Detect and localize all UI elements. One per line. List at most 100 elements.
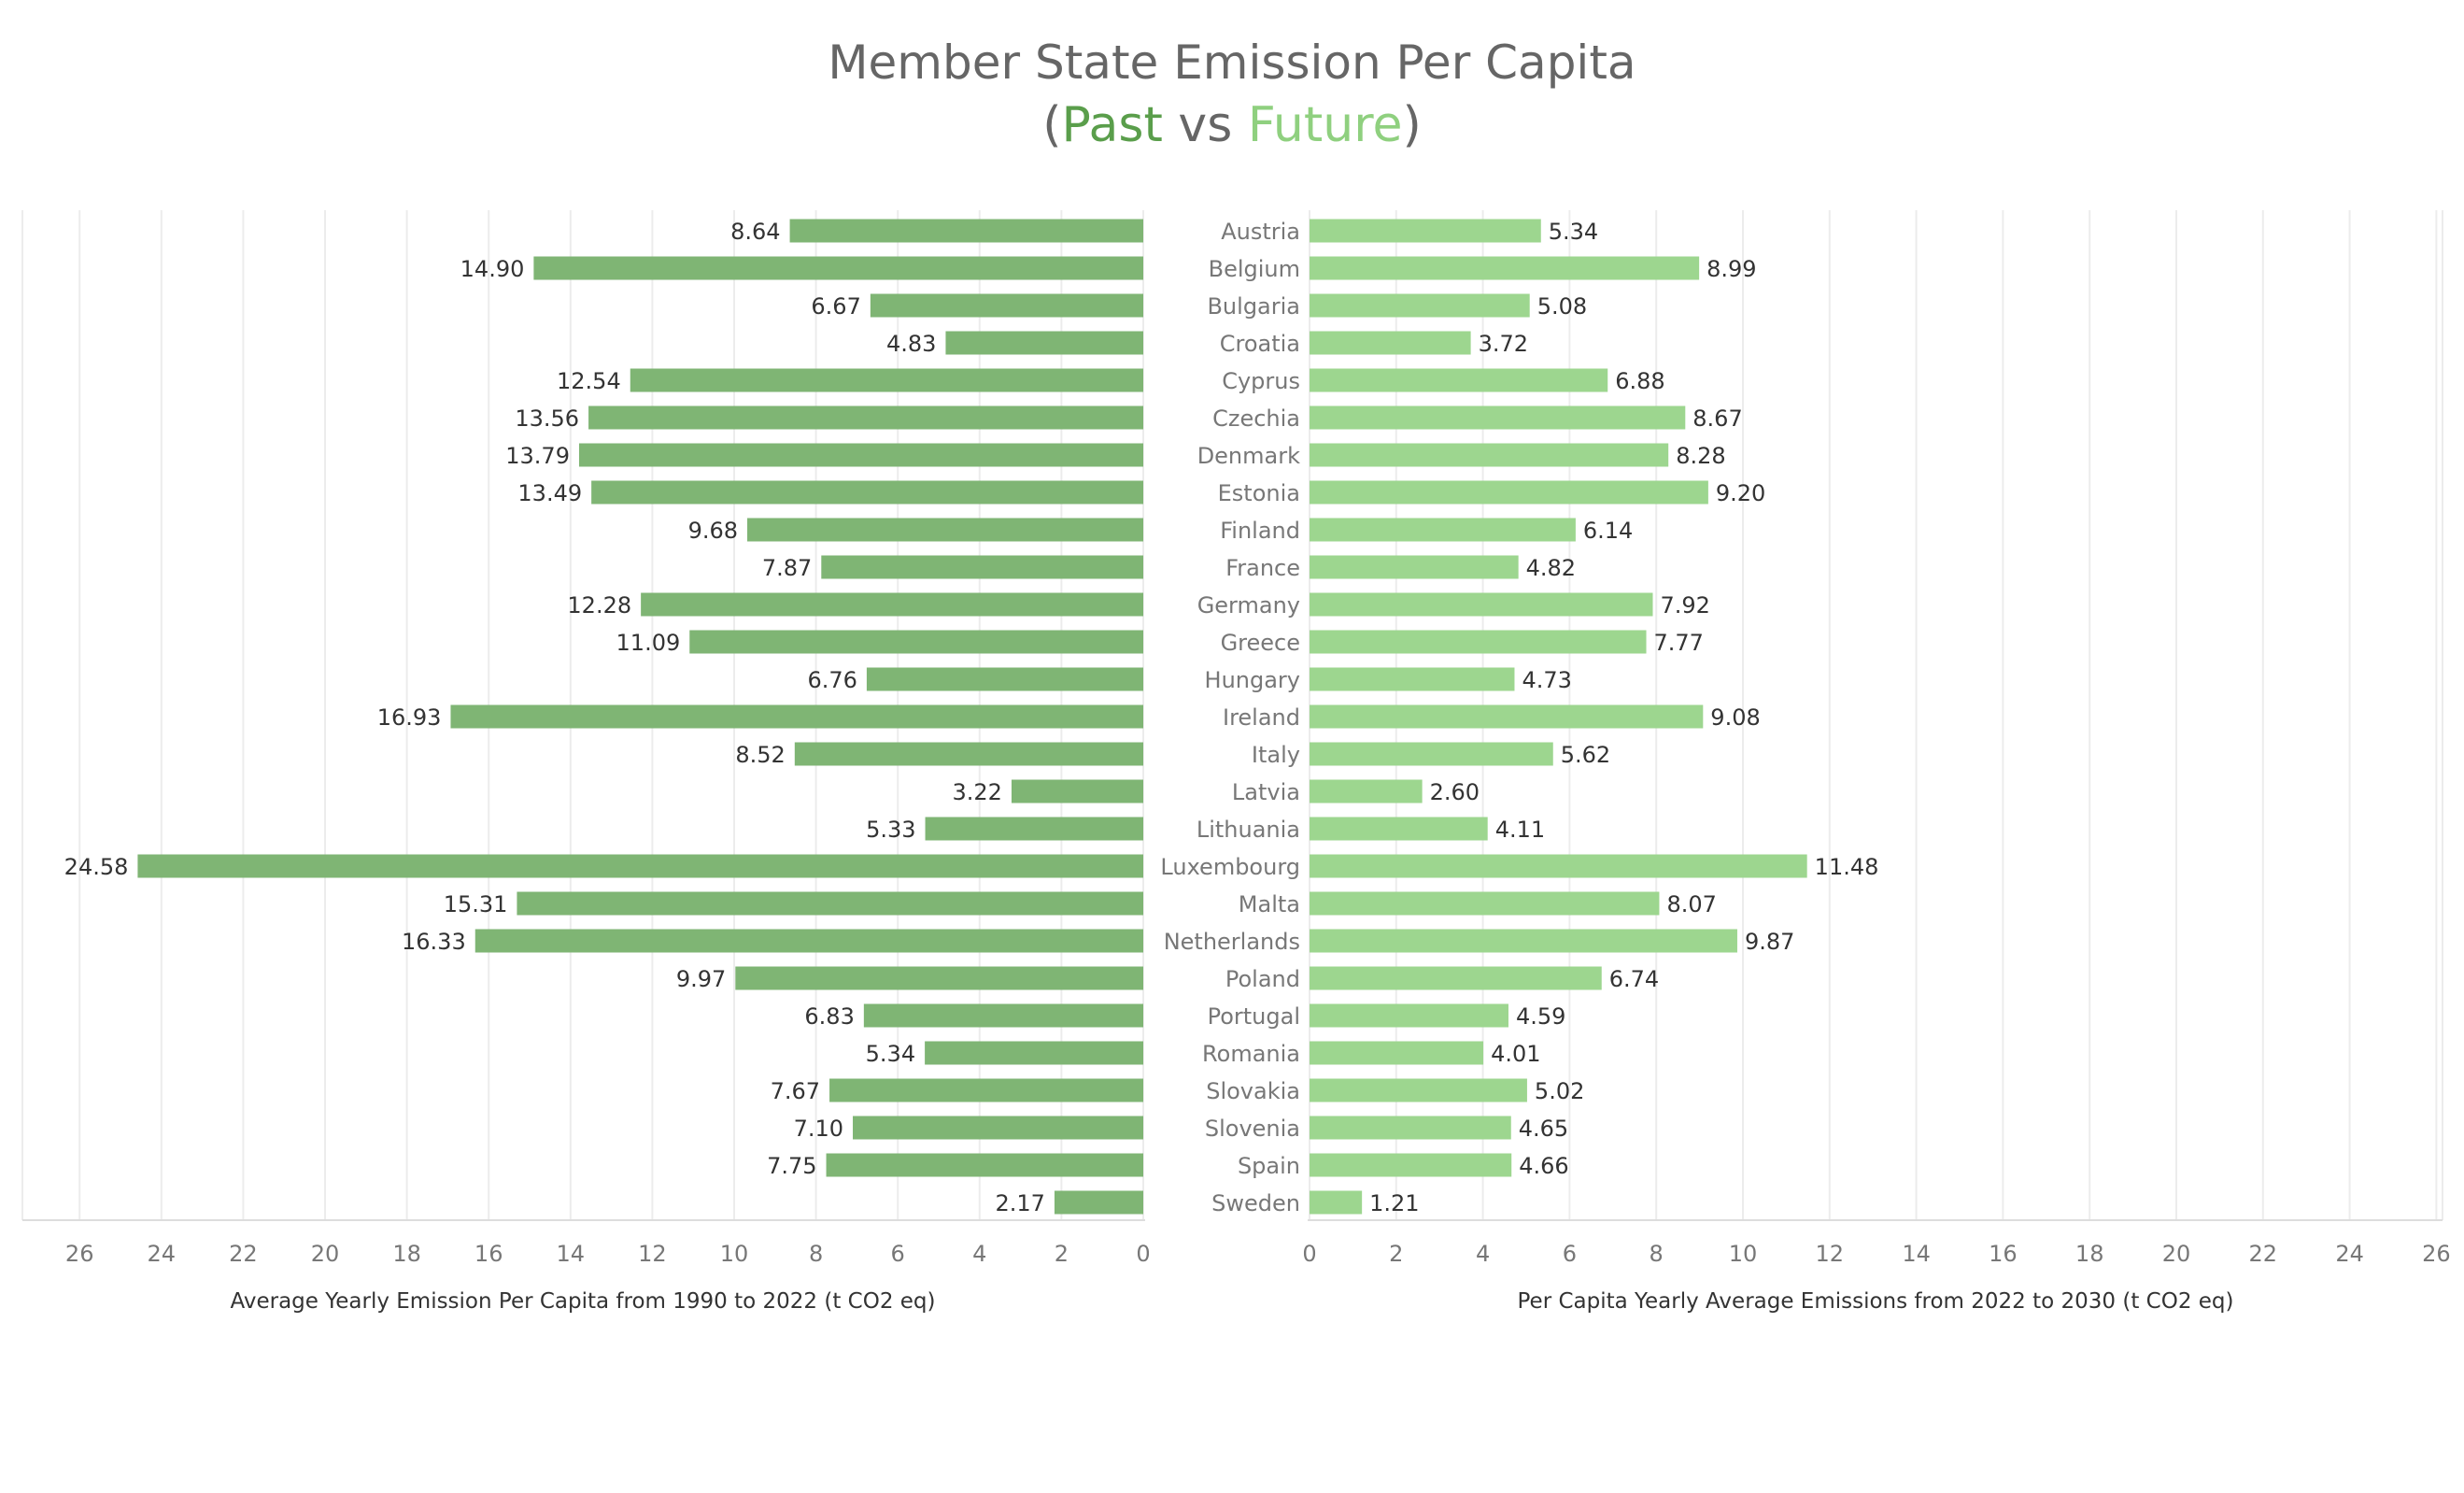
- data-label-future: 1.21: [1369, 1190, 1419, 1216]
- data-label-past: 9.68: [688, 518, 738, 544]
- bar-past: [829, 1078, 1143, 1102]
- data-label-future: 8.99: [1706, 256, 1756, 282]
- country-label: Netherlands: [1164, 929, 1300, 955]
- bar-future: [1310, 1116, 1511, 1140]
- x-tick-label-left: 22: [229, 1241, 258, 1267]
- x-tick-label-left: 16: [474, 1241, 503, 1267]
- chart-title-text: Member State Emission Per Capita: [828, 36, 1636, 90]
- country-label: France: [1225, 555, 1300, 581]
- data-label-future: 4.65: [1519, 1116, 1568, 1142]
- bar-past: [735, 966, 1143, 990]
- subtitle-future: Future: [1247, 97, 1403, 153]
- bar-future: [1310, 891, 1660, 916]
- bar-past: [925, 817, 1143, 841]
- country-label: Lithuania: [1197, 817, 1300, 843]
- data-label-past: 7.10: [794, 1116, 843, 1142]
- subtitle-close: ): [1402, 97, 1422, 153]
- x-tick-label-right: 2: [1389, 1241, 1403, 1267]
- bar-future: [1310, 256, 1700, 280]
- bar-past: [821, 555, 1143, 579]
- bar-future: [1310, 405, 1686, 430]
- data-label-past: 12.28: [567, 592, 631, 619]
- country-label: Belgium: [1209, 256, 1300, 282]
- data-label-past: 6.83: [804, 1003, 854, 1030]
- data-label-past: 13.49: [517, 480, 582, 506]
- data-label-future: 4.01: [1491, 1041, 1540, 1067]
- country-label: Romania: [1202, 1041, 1300, 1067]
- bar-future: [1310, 1078, 1527, 1102]
- x-tick-label-right: 6: [1563, 1241, 1577, 1267]
- country-label: Malta: [1239, 891, 1300, 917]
- bar-future: [1310, 966, 1602, 990]
- bar-future: [1310, 742, 1553, 766]
- subtitle-vs: vs: [1162, 97, 1248, 153]
- data-label-past: 15.31: [444, 891, 508, 917]
- data-label-future: 9.87: [1745, 929, 1794, 955]
- data-label-future: 7.92: [1660, 592, 1709, 619]
- x-tick-label-right: 10: [1729, 1241, 1758, 1267]
- data-label-past: 11.09: [616, 630, 681, 656]
- country-label: Slovenia: [1205, 1116, 1300, 1142]
- data-label-future: 5.62: [1561, 742, 1610, 768]
- country-label: Czechia: [1212, 405, 1300, 432]
- country-label: Luxembourg: [1160, 854, 1300, 880]
- country-label: Sweden: [1211, 1190, 1300, 1216]
- x-tick-label-right: 20: [2162, 1241, 2191, 1267]
- bar-future: [1310, 854, 1807, 878]
- data-label-future: 8.28: [1676, 443, 1725, 469]
- data-label-future: 11.48: [1815, 854, 1879, 880]
- data-label-future: 4.82: [1526, 555, 1576, 581]
- x-tick-label-left: 14: [557, 1241, 586, 1267]
- x-tick-label-left: 20: [311, 1241, 340, 1267]
- bar-future: [1310, 293, 1530, 318]
- data-label-future: 6.74: [1609, 966, 1659, 992]
- bar-future: [1310, 630, 1647, 654]
- data-label-past: 2.17: [996, 1190, 1045, 1216]
- bar-future: [1310, 929, 1737, 953]
- bar-past: [866, 667, 1143, 691]
- data-label-future: 9.20: [1716, 480, 1765, 506]
- country-label: Hungary: [1205, 667, 1300, 693]
- bar-future: [1310, 817, 1488, 841]
- bar-past: [450, 704, 1143, 729]
- bar-future: [1310, 331, 1471, 355]
- data-label-future: 9.08: [1710, 704, 1760, 731]
- x-tick-label-left: 2: [1055, 1241, 1069, 1267]
- x-tick-label-left: 4: [972, 1241, 986, 1267]
- x-tick-label-left: 12: [638, 1241, 667, 1267]
- x-tick-label-left: 26: [65, 1241, 94, 1267]
- bar-past: [578, 443, 1143, 467]
- bar-future: [1310, 480, 1708, 505]
- x-tick-label-right: 8: [1650, 1241, 1664, 1267]
- country-label: Portugal: [1208, 1003, 1300, 1030]
- bar-past: [853, 1116, 1143, 1140]
- x-tick-label-left: 10: [720, 1241, 749, 1267]
- country-label: Slovakia: [1206, 1078, 1300, 1104]
- data-label-future: 4.11: [1495, 817, 1545, 843]
- x-tick-label-right: 26: [2422, 1241, 2451, 1267]
- data-label-past: 6.67: [811, 293, 860, 320]
- data-label-past: 5.33: [866, 817, 915, 843]
- subtitle-open: (: [1042, 97, 1062, 153]
- chart-title: Member State Emission Per Capita: [0, 36, 2464, 90]
- subtitle-past: Past: [1061, 97, 1163, 153]
- data-label-past: 16.33: [402, 929, 466, 955]
- country-label: Finland: [1220, 518, 1300, 544]
- bar-past: [1011, 779, 1143, 803]
- data-label-past: 8.64: [730, 219, 780, 245]
- x-tick-label-left: 18: [392, 1241, 421, 1267]
- bar-past: [870, 293, 1143, 318]
- bar-future: [1310, 779, 1423, 803]
- country-label: Greece: [1221, 630, 1300, 656]
- data-label-future: 2.60: [1430, 779, 1480, 805]
- bar-future: [1310, 1041, 1484, 1065]
- country-label: Bulgaria: [1207, 293, 1300, 320]
- bar-future: [1310, 219, 1541, 243]
- data-label-past: 9.97: [676, 966, 726, 992]
- data-label-past: 7.75: [767, 1153, 816, 1179]
- bar-past: [474, 929, 1144, 953]
- data-label-past: 16.93: [377, 704, 442, 731]
- bar-past: [1054, 1190, 1143, 1215]
- x-tick-label-right: 4: [1476, 1241, 1490, 1267]
- x-tick-label-left: 8: [809, 1241, 823, 1267]
